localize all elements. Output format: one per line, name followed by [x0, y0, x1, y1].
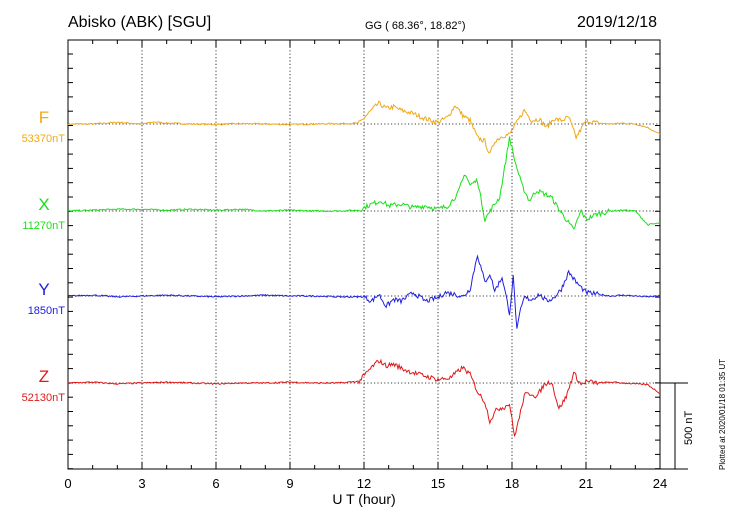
trace-Z: [67, 358, 661, 438]
series-name-Y: Y: [38, 280, 49, 299]
series-traces: [67, 100, 661, 438]
x-tick-label: 21: [579, 476, 593, 491]
x-tick-label: 18: [505, 476, 519, 491]
x-tick-label: 6: [212, 476, 219, 491]
scale-bar: 500 nT: [660, 382, 695, 470]
x-tick-label: 24: [653, 476, 667, 491]
series-baseline-Y: 1850nT: [28, 305, 66, 317]
grid-lines: [141, 40, 587, 469]
series-baselines: [68, 123, 660, 384]
x-tick-labels: 0 3 6 9 12 15 18 21 24: [64, 476, 667, 491]
plotted-at-note: Plotted at 2020/01/18 01:35 UT: [718, 359, 727, 470]
series-labels: F 53370nT X 11270nT Y 1850nT Z 52130nT: [22, 108, 66, 404]
date-label: 2019/12/18: [577, 14, 657, 31]
trace-X: [67, 136, 661, 230]
x-tick-label: 15: [431, 476, 445, 491]
x-tick-label: 9: [286, 476, 293, 491]
coordinates-label: GG ( 68.36°, 18.82°): [365, 20, 466, 32]
series-name-X: X: [38, 195, 49, 214]
series-baseline-Z: 52130nT: [22, 392, 66, 404]
x-tick-label: 12: [357, 476, 371, 491]
trace-Y: [67, 254, 661, 329]
series-name-F: F: [39, 108, 49, 127]
trace-F: [67, 100, 661, 154]
x-tick-label: 3: [138, 476, 145, 491]
series-baseline-X: 11270nT: [22, 220, 65, 232]
x-axis-label: U T (hour): [332, 491, 395, 507]
series-baseline-F: 53370nT: [22, 133, 66, 145]
station-title: Abisko (ABK) [SGU]: [68, 14, 211, 31]
x-tick-label: 0: [64, 476, 71, 491]
axis-ticks: [67, 40, 661, 470]
scale-bar-label: 500 nT: [683, 410, 695, 445]
series-name-Z: Z: [39, 367, 49, 386]
